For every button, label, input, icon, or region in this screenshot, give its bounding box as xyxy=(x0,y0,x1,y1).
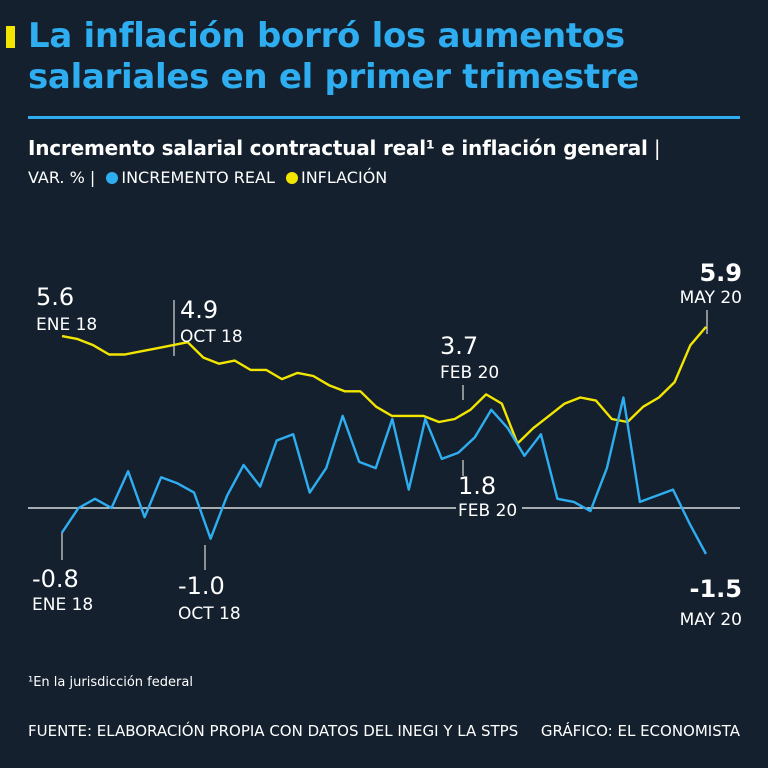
legend: VAR. % | INCREMENTO REAL INFLACIÓN xyxy=(28,168,387,187)
annotation-value-inflacion-oct18: 4.9 xyxy=(180,296,218,324)
source-credit: FUENTE: ELABORACIÓN PROPIA CON DATOS DEL… xyxy=(28,722,519,740)
title-accent-bar xyxy=(6,26,15,48)
annotation-value-real-ene18: -0.8 xyxy=(32,565,79,593)
legend-dot-real xyxy=(106,172,119,184)
annotation-value-real-feb20: 1.8 xyxy=(458,472,496,500)
legend-label-real: INCREMENTO REAL xyxy=(121,168,275,187)
legend-dot-inflacion xyxy=(285,172,298,184)
annotation-date-inflacion-ene18: ENE 18 xyxy=(36,315,97,335)
annotation-date-inflacion-may20: MAY 20 xyxy=(680,288,742,308)
unit-label: VAR. % | xyxy=(28,168,96,187)
series-line-incremento-real xyxy=(61,396,708,555)
legend-label-inflacion: INFLACIÓN xyxy=(300,168,388,187)
annotation-date-real-ene18: ENE 18 xyxy=(32,595,93,615)
annotation-date-real-feb20: FEB 20 xyxy=(458,501,517,521)
chart-subtitle: Incremento salarial contractual real¹ e … xyxy=(28,136,661,160)
annotation-leaders xyxy=(61,300,708,570)
graphic-credit: GRÁFICO: EL ECONOMISTA xyxy=(540,722,740,740)
title-divider xyxy=(28,116,740,119)
annotation-value-inflacion-feb20: 3.7 xyxy=(440,332,478,360)
subtitle-separator: | xyxy=(647,136,661,160)
subtitle-text: Incremento salarial contractual real¹ e … xyxy=(28,136,648,160)
annotation-value-real-may20: -1.5 xyxy=(690,575,742,603)
series-line-inflacion xyxy=(61,326,707,445)
annotation-date-backdrop xyxy=(456,501,522,521)
annotation-date-real-oct18: OCT 18 xyxy=(178,604,241,624)
annotation-value-inflacion-may20: 5.9 xyxy=(699,259,742,287)
chart-title: La inflación borró los aumentos salarial… xyxy=(28,16,640,97)
footnote: ¹En la jurisdicción federal xyxy=(28,675,193,690)
annotation-value-inflacion-ene18: 5.6 xyxy=(36,283,74,311)
annotation-date-inflacion-oct18: OCT 18 xyxy=(180,327,243,347)
annotation-date-real-may20: MAY 20 xyxy=(680,610,742,630)
annotation-date-inflacion-feb20: FEB 20 xyxy=(440,363,499,383)
series-layer xyxy=(61,326,708,555)
annotation-value-real-oct18: -1.0 xyxy=(178,572,225,600)
